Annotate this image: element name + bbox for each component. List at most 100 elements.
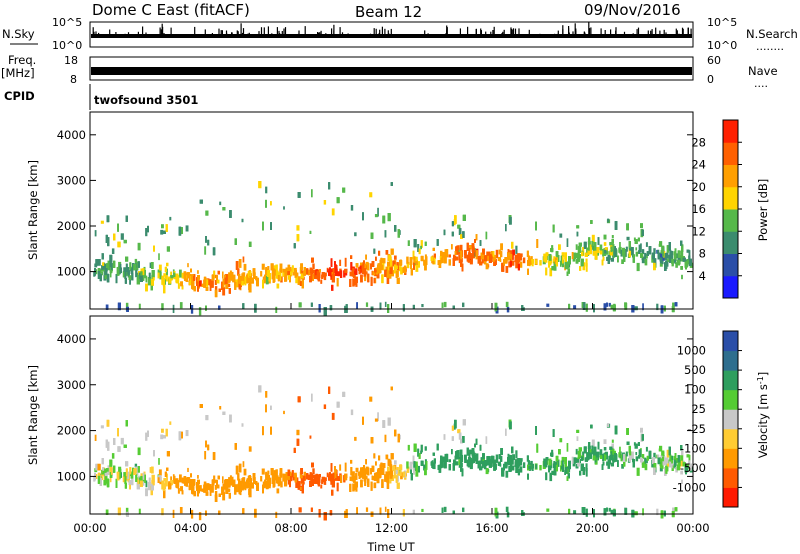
power-cell [275,264,278,272]
nsky-spike [647,30,649,36]
power-cell [249,273,252,281]
velocity-cell [209,487,212,496]
power-cell [418,248,421,255]
velocity-cell [588,449,592,453]
power-cell [227,283,231,287]
velocity-cell [433,462,436,470]
power-cell [621,259,624,264]
power-cell [628,241,631,249]
power-cell [189,281,191,285]
velocity-cell [324,477,327,481]
power-cell [134,258,138,263]
velocity-cell [262,481,266,489]
power-cell [656,303,659,311]
velocity-cell [340,475,343,483]
velocity-cell [674,460,677,469]
power-cell [187,263,189,268]
velocity-cell [417,448,420,457]
velocity-cell [583,446,587,454]
power-cell [480,252,483,257]
power-cell [196,277,198,286]
power-cell [620,249,623,257]
power-cell [331,274,335,283]
power-cell [362,212,364,221]
velocity-cell [113,438,116,445]
power-cell [665,252,669,259]
power-cell [216,275,218,281]
power-cell [493,262,496,266]
nsky-spike [320,30,322,36]
freq-label-bottom: [MHz] [1,66,35,80]
velocity-cell [648,450,652,459]
power-cell [395,270,398,278]
power-cell [374,214,378,218]
power-cell [287,271,290,275]
power-cell [149,262,152,268]
nsky-spike [278,30,280,36]
power-cell [494,302,498,312]
power-cell [510,254,513,261]
velocity-cell [248,446,252,452]
power-cell [473,248,476,257]
velocity-cell [608,507,611,512]
nsky-spike [247,33,249,36]
power-cell [175,275,179,284]
power-cell [229,210,232,218]
velocity-cell [399,471,402,477]
power-cell [606,256,609,261]
power-cell [611,238,614,244]
power-cell [150,281,153,291]
power-cell [377,207,379,217]
velocity-cell [140,473,143,478]
nsky-spike [98,32,100,36]
power-cell [260,271,263,277]
power-cell [165,224,168,232]
power-cell [237,268,240,276]
power-cell [593,304,595,313]
velocity-cell [312,474,315,479]
power-cell [466,254,470,262]
nsky-spike [241,32,244,36]
power-cell [546,303,550,307]
velocity-cell [289,473,293,482]
velocity-cell [164,478,168,487]
power-cell [218,305,221,310]
nsky-spike [211,33,213,36]
power-cell [161,303,164,311]
power-cell [545,252,549,256]
power-cell [402,266,406,273]
velocity-cell [673,455,676,460]
velocity-cell [222,492,226,501]
power-cell [553,261,557,271]
power-cell [197,285,199,292]
power-cell [485,263,489,270]
power-cell [100,220,104,224]
power-cell [585,303,588,312]
velocity-cell [603,447,607,451]
velocity-cell [126,476,129,481]
velocity-cell [241,478,243,486]
power-cell [278,272,282,281]
velocity-cell [508,466,512,472]
nsky-spike [480,30,482,36]
power-cell [270,201,272,206]
freq-tick-bottom-right: 0 [707,73,714,86]
power-cell [666,259,669,267]
nsky-spike [615,30,617,36]
velocity-cell [94,434,97,441]
velocity-cell [421,508,424,512]
power-cell [567,261,570,269]
power-cell [420,240,423,248]
velocity-cell [205,510,207,516]
power-cell [566,271,569,276]
nsearch-marker: ........ [756,40,784,53]
power-cell [349,279,352,287]
velocity-cell [272,474,276,481]
power-cell [377,264,381,274]
power-cell [451,221,454,227]
nsky-spike [218,28,220,36]
power-cell [110,262,113,271]
velocity-cell [213,475,216,484]
nsky-spike [675,28,677,36]
velocity-cell [462,419,466,426]
